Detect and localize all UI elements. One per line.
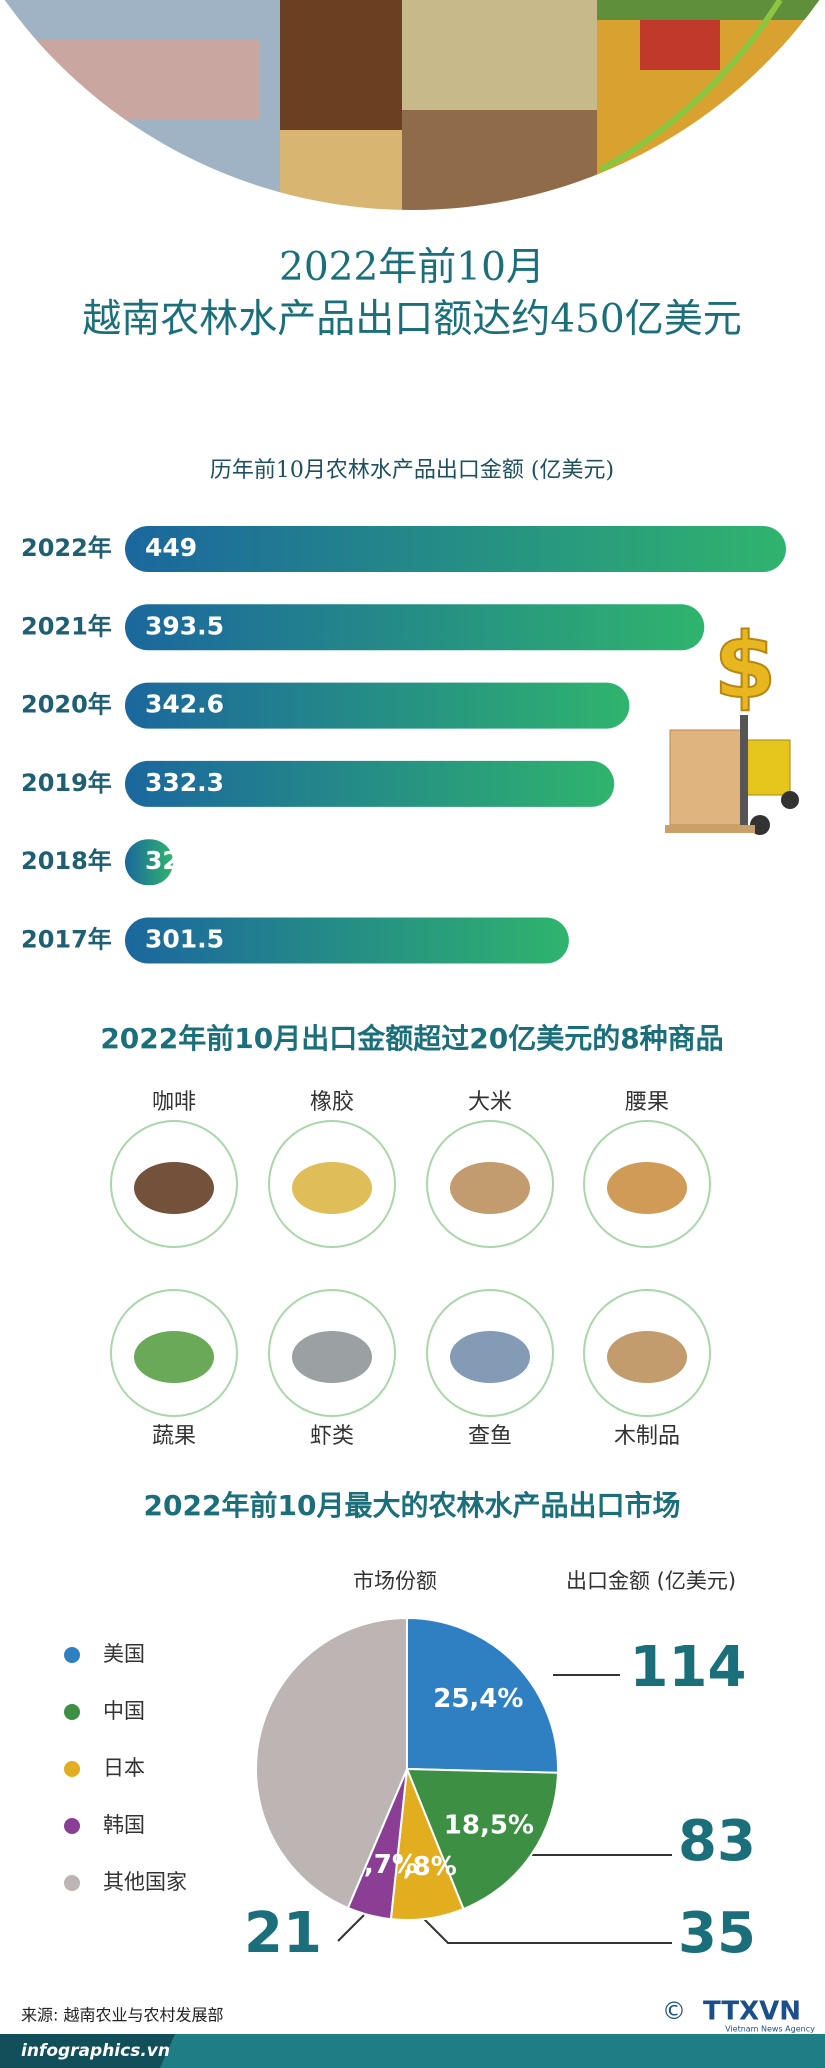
bar [125, 760, 615, 807]
bar [125, 604, 705, 651]
bar-value-label: 449 [145, 533, 197, 562]
legend-swatch [64, 1875, 80, 1891]
bar-category: 2019年 [21, 769, 112, 797]
bar-value-label: 32.65 [145, 846, 224, 875]
bar-category: 2020年 [21, 691, 112, 719]
title-line-1: 2022年前10月 [279, 245, 545, 290]
product-icon [134, 1162, 214, 1214]
bar [125, 526, 786, 572]
product-icon [607, 1331, 687, 1383]
export-header: 出口金额 (亿美元) [566, 1569, 736, 1593]
bar-value-label: 342.6 [145, 690, 224, 719]
source: 来源: 越南农业与农村发展部 [21, 2006, 223, 2025]
copyright: © [662, 1997, 686, 2025]
pie-slice [255, 1616, 408, 1910]
products-title: 2022年前10月出口金额超过20亿美元的8种商品 [100, 1022, 723, 1055]
export-value: 35 [678, 1901, 756, 1966]
export-value: 114 [630, 1635, 747, 1700]
product-label: 查鱼 [468, 1424, 512, 1449]
legend-swatch [64, 1647, 80, 1663]
pie-slice [405, 1767, 559, 1911]
bar-chart: 2022年 449 2021年 393.5 2020年 342.6 2019年 332.3 20… [21, 526, 786, 964]
product-label: 大米 [468, 1090, 512, 1115]
arc-decoration [598, 0, 783, 173]
bar-value-label: 393.5 [145, 611, 224, 640]
product-icon [292, 1331, 372, 1383]
forklift-illustration: $ [665, 613, 799, 835]
leader-lines [337, 1674, 672, 1944]
bar-value-label: 301.5 [145, 925, 224, 954]
title-line-2: 越南农林水产品出口额达约450亿美元 [82, 297, 741, 342]
product-icon [134, 1331, 214, 1383]
legend-label: 日本 [103, 1756, 145, 1780]
legend-label: 其他国家 [103, 1870, 187, 1894]
legend-label: 韩国 [103, 1813, 145, 1837]
product-icon [292, 1162, 372, 1214]
svg-text:$: $ [714, 614, 777, 719]
pie-label: 18,5% [444, 1810, 534, 1840]
footer-tab [0, 2034, 175, 2068]
bar [125, 682, 630, 729]
bar [125, 839, 174, 886]
bar-category: 2021年 [21, 612, 112, 640]
product-label: 木制品 [614, 1424, 680, 1449]
product-label: 咖啡 [152, 1090, 196, 1115]
product-label: 虾类 [310, 1424, 354, 1449]
share-header: 市场份额 [353, 1569, 437, 1593]
export-value: 21 [244, 1901, 322, 1966]
export-value: 83 [678, 1809, 756, 1874]
pie-chart-title: 2022年前10月最大的农林水产品出口市场 [144, 1489, 681, 1522]
legend-swatch [64, 1704, 80, 1720]
pie-slice [406, 1616, 559, 1774]
product-icon [607, 1162, 687, 1214]
product-label: 橡胶 [310, 1090, 354, 1115]
bar-chart-title: 历年前10月农林水产品出口金额 (亿美元) [210, 458, 614, 483]
pie-label: 25,4% [433, 1684, 523, 1714]
legend-swatch [64, 1761, 80, 1777]
product-label: 蔬果 [152, 1424, 196, 1449]
photo-collage [0, 0, 825, 210]
legend-swatch [64, 1818, 80, 1834]
bar-category: 2022年 [21, 534, 112, 562]
logo-bg [650, 2000, 825, 2034]
bar-category: 2018年 [21, 847, 112, 875]
legend-label: 中国 [103, 1699, 145, 1723]
site: infographics.vn [21, 2041, 170, 2061]
product-label: 腰果 [625, 1090, 669, 1115]
bar-category: 2017年 [21, 926, 112, 954]
product-icon [450, 1162, 530, 1214]
legend-label: 美国 [103, 1642, 145, 1666]
bar-value-label: 332.3 [145, 768, 224, 797]
bar [125, 917, 569, 964]
logo-sub: Vietnam News Agency [725, 2025, 815, 2034]
logo: TTXVN [703, 1997, 801, 2027]
product-icon [450, 1331, 530, 1383]
